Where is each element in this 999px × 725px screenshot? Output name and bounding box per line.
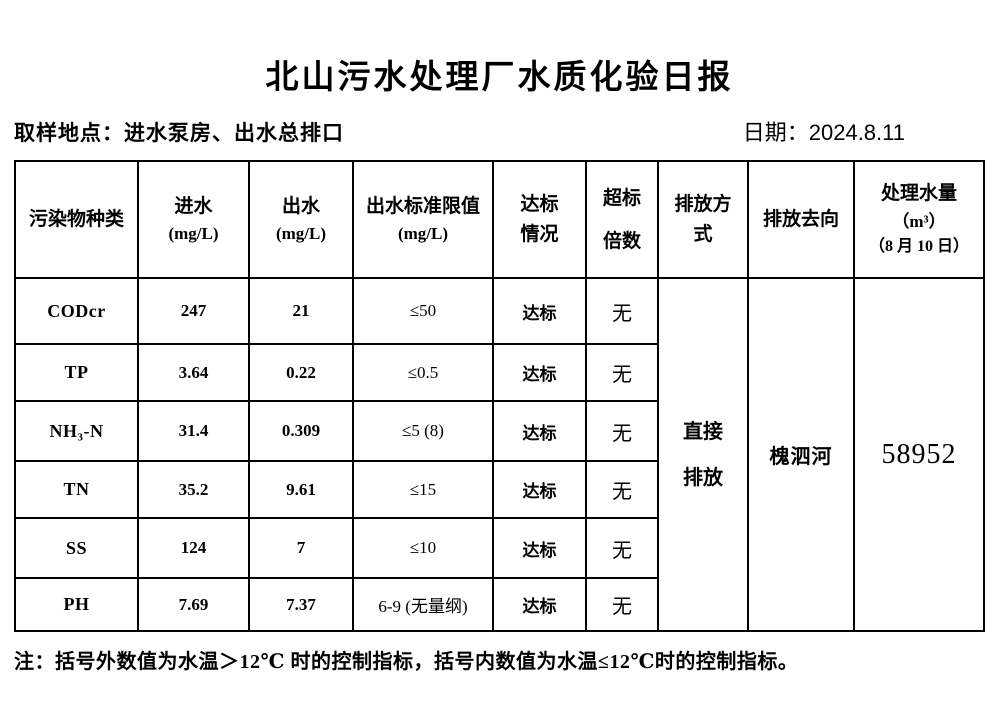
limit-value: ≤5 (8) [352,400,494,462]
header-treated-volume: 处理水量 （m³） （8 月 10 日） [853,160,985,279]
header-pollutant: 污染物种类 [14,160,139,279]
exceed-multiple: 无 [585,400,659,462]
compliance-status: 达标 [492,460,587,519]
table-row-tn: TN 35.2 9.61 ≤15 达标 无 [14,460,984,519]
compliance-status: 达标 [492,277,587,345]
date-value: 2024.8.11 [808,120,905,145]
limit-value: ≤10 [352,517,494,579]
footnote: 注：括号外数值为水温＞12℃ 时的控制指标，括号内数值为水温≤12℃时的控制指标… [14,651,799,673]
effluent-value: 21 [248,277,354,345]
header-exceed-multiple: 超标 倍数 [585,160,659,279]
header-discharge-destination: 排放去向 [747,160,855,279]
water-quality-table: 污染物种类 进水 (mg/L) 出水 (mg/L) 出水标准限值 (mg/L) … [14,160,985,632]
pollutant-name: TP [14,343,139,402]
influent-value: 7.69 [137,577,250,632]
compliance-status: 达标 [492,400,587,462]
pollutant-name: SS [14,517,139,579]
treated-volume-cell: 58952 [853,277,985,632]
effluent-value: 9.61 [248,460,354,519]
compliance-status: 达标 [492,517,587,579]
table-row-tp: TP 3.64 0.22 ≤0.5 达标 无 [14,343,984,402]
pollutant-name: PH [14,577,139,632]
exceed-multiple: 无 [585,277,659,345]
influent-value: 124 [137,517,250,579]
discharge-mode-cell: 直接 排放 [657,277,749,632]
table-header-row: 污染物种类 进水 (mg/L) 出水 (mg/L) 出水标准限值 (mg/L) … [14,160,985,279]
table-row-codcr: CODcr 247 21 ≤50 达标 无 直接 排放 槐泗河 58952 [14,277,985,632]
discharge-destination-cell: 槐泗河 [747,277,855,632]
header-discharge-mode: 排放方 式 [657,160,749,279]
sampling-location: 取样地点：进水泵房、出水总排口 [14,121,344,145]
pollutant-name: TN [14,460,139,519]
exceed-multiple: 无 [585,517,659,579]
limit-value: ≤0.5 [352,343,494,402]
effluent-value: 7 [248,517,354,579]
effluent-value: 7.37 [248,577,354,632]
exceed-multiple: 无 [585,460,659,519]
pollutant-name: CODcr [14,277,139,345]
influent-value: 35.2 [137,460,250,519]
limit-value: 6-9 (无量纲) [352,577,494,632]
date-label: 日期： [742,120,809,145]
table-row-nh3n: NH₃-N 31.4 0.309 ≤5 (8) 达标 无 [14,400,984,462]
header-influent: 进水 (mg/L) [137,160,250,279]
header-effluent: 出水 (mg/L) [248,160,354,279]
table-row-ph: PH 7.69 7.37 6-9 (无量纲) 达标 无 [14,577,984,632]
effluent-value: 0.22 [248,343,354,402]
header-compliance: 达标 情况 [492,160,587,279]
limit-value: ≤15 [352,460,494,519]
table-row-ss: SS 124 7 ≤10 达标 无 [14,517,984,579]
subheader: 取样地点：进水泵房、出水总排口 日期：2024.8.11 [14,115,905,147]
limit-value: ≤50 [352,277,494,345]
effluent-value: 0.309 [248,400,354,462]
pollutant-name: NH₃-N [14,400,139,462]
compliance-status: 达标 [492,577,587,632]
influent-value: 3.64 [137,343,250,402]
report-date: 日期：2024.8.11 [743,115,905,147]
page-title: 北山污水处理厂水质化验日报 [265,60,734,96]
compliance-status: 达标 [492,343,587,402]
influent-value: 247 [137,277,250,345]
exceed-multiple: 无 [585,577,659,632]
header-limit: 出水标准限值 (mg/L) [352,160,494,279]
exceed-multiple: 无 [585,343,659,402]
influent-value: 31.4 [137,400,250,462]
